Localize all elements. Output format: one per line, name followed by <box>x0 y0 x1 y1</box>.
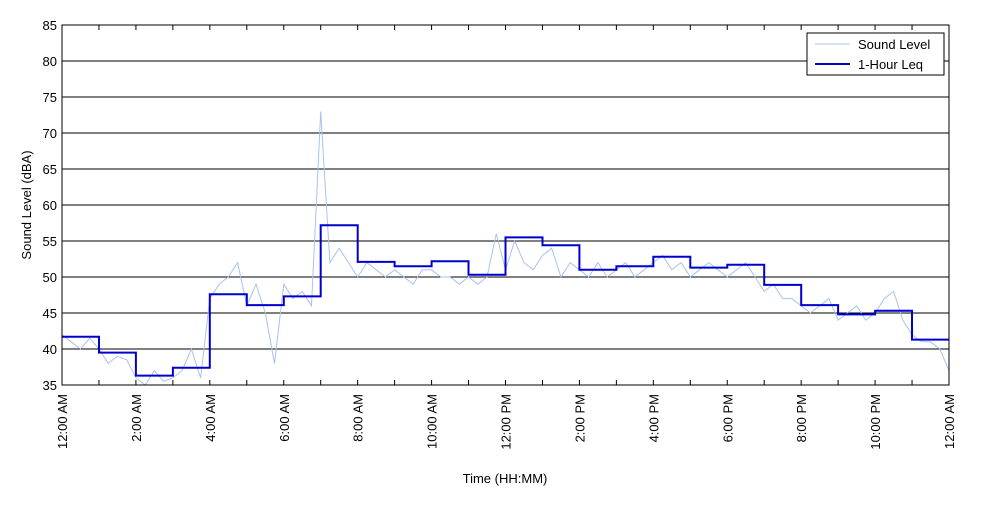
x-tick-label: 4:00 AM <box>203 394 218 442</box>
x-tick-label: 2:00 AM <box>129 394 144 442</box>
y-tick-label: 65 <box>43 162 57 177</box>
x-tick-label: 2:00 PM <box>572 394 587 442</box>
x-tick-label: 8:00 AM <box>351 394 366 442</box>
x-tick-label: 12:00 AM <box>942 394 957 449</box>
y-tick-label: 75 <box>43 90 57 105</box>
x-tick-label: 6:00 AM <box>277 394 292 442</box>
x-axis-label: Time (HH:MM) <box>463 471 548 486</box>
y-tick-label: 60 <box>43 198 57 213</box>
legend-label-sound-level: Sound Level <box>858 37 930 52</box>
x-tick-label: 8:00 PM <box>794 394 809 442</box>
x-tick-label: 12:00 PM <box>499 394 514 450</box>
y-tick-label: 45 <box>43 306 57 321</box>
series-layer <box>62 111 949 385</box>
y-tick-label: 55 <box>43 234 57 249</box>
x-tick-label: 10:00 AM <box>425 394 440 449</box>
y-axis-ticks: 35 40 45 50 55 60 65 70 75 80 85 <box>43 18 67 393</box>
y-tick-label: 50 <box>43 270 57 285</box>
y-axis-label: Sound Level (dBA) <box>19 150 34 259</box>
plot-frame <box>61 24 950 386</box>
legend-box <box>806 32 945 76</box>
series-line-1-hour-leq <box>62 224 949 377</box>
legend-label-1-hour-leq: 1-Hour Leq <box>858 57 923 72</box>
y-tick-label: 85 <box>43 18 57 33</box>
x-tick-label: 10:00 PM <box>868 394 883 450</box>
legend: Sound Level 1-Hour Leq <box>806 32 945 76</box>
x-tick-label: 12:00 AM <box>55 394 70 449</box>
y-tick-label: 80 <box>43 54 57 69</box>
y-tick-label: 40 <box>43 342 57 357</box>
x-axis-ticks: 12:00 AM 2:00 AM 4:00 AM 6:00 AM 8:00 AM 10:0… <box>55 25 957 450</box>
y-tick-label: 35 <box>43 378 57 393</box>
x-tick-label: 6:00 PM <box>720 394 735 442</box>
y-tick-label: 70 <box>43 126 57 141</box>
x-tick-label: 4:00 PM <box>646 394 661 442</box>
